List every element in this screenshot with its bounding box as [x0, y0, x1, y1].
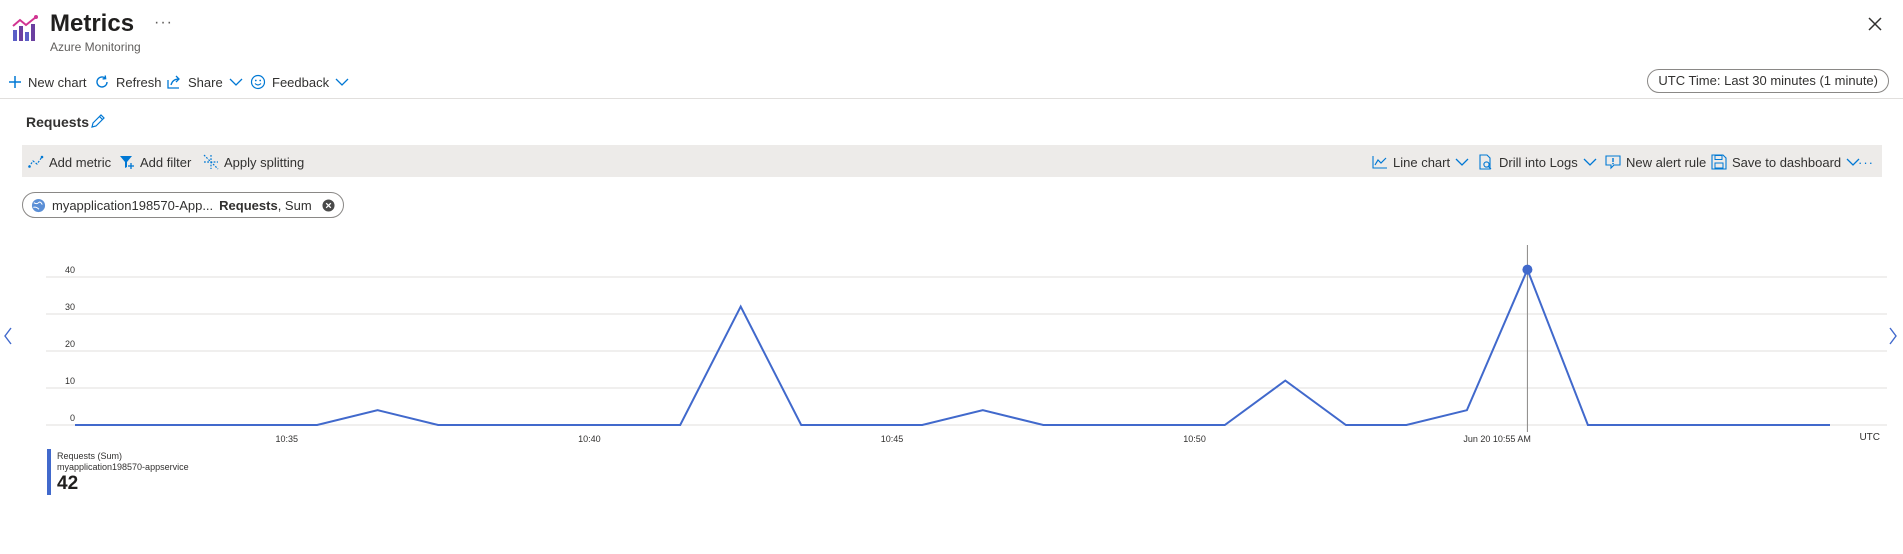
x-tick-label: 10:45	[881, 434, 904, 444]
share-icon	[167, 75, 180, 89]
feedback-label: Feedback	[272, 74, 330, 90]
line-chart-icon	[1372, 156, 1387, 169]
x-tick-label: 10:50	[1183, 434, 1206, 444]
splitting-icon	[203, 154, 219, 170]
chevron-down-icon	[1846, 158, 1860, 166]
legend-color-bar	[47, 449, 51, 495]
add-metric-label: Add metric	[49, 154, 112, 170]
chevron-down-icon	[1583, 158, 1597, 166]
logs-icon	[1479, 154, 1492, 170]
save-to-dashboard-dropdown[interactable]: Save to dashboard	[1711, 153, 1860, 171]
share-label: Share	[188, 74, 223, 90]
legend-resource-name: myapplication198570-appservice	[57, 462, 189, 472]
add-metric-icon	[28, 155, 44, 168]
x-tick-label: Jun 20 10:55 AM	[1463, 434, 1531, 444]
chart-toolbar	[22, 145, 1882, 177]
new-chart-label: New chart	[28, 74, 87, 90]
chart-title: Requests	[26, 114, 90, 130]
legend-metric-name: Requests (Sum)	[57, 451, 123, 461]
x-tick-label: 10:35	[276, 434, 299, 444]
chart-next-arrow[interactable]	[1889, 327, 1897, 345]
share-button[interactable]: Share	[166, 72, 243, 92]
hover-point	[1522, 264, 1533, 275]
line-chart-label: Line chart	[1393, 154, 1451, 170]
add-filter-label: Add filter	[140, 154, 192, 170]
series-line-requests	[75, 266, 1830, 426]
close-icon[interactable]	[1865, 14, 1885, 34]
header-divider	[0, 98, 1903, 99]
refresh-button[interactable]: Refresh	[94, 72, 162, 92]
feedback-button[interactable]: Feedback	[250, 72, 349, 92]
globe-icon	[31, 198, 46, 212]
metric-pill[interactable]: myapplication198570-App... Requests , Su…	[22, 192, 344, 218]
filter-icon	[120, 156, 134, 169]
x-axis-labels: 10:35 10:40 10:45 10:50 Jun 20 10:55 AM	[276, 434, 1531, 444]
metric-pill-aggregation: , Sum	[277, 197, 312, 213]
chevron-down-icon	[1455, 158, 1469, 166]
y-tick-label: 10	[65, 376, 75, 386]
pencil-icon[interactable]	[90, 113, 106, 129]
add-metric-button[interactable]: Add metric	[28, 153, 111, 171]
toolbar-more-button[interactable]: ···	[1858, 154, 1874, 170]
smiley-icon	[250, 74, 266, 90]
new-chart-button[interactable]: New chart	[8, 72, 87, 92]
save-icon	[1711, 154, 1727, 170]
drill-into-logs-label: Drill into Logs	[1499, 154, 1578, 170]
title-more-button[interactable]: ···	[154, 14, 173, 31]
y-tick-label: 20	[65, 339, 75, 349]
page-title: Metrics	[50, 10, 135, 37]
y-tick-label: 40	[65, 265, 75, 275]
chevron-down-icon	[229, 78, 243, 86]
metric-pill-metric: Requests	[219, 197, 278, 213]
new-alert-rule-button[interactable]: New alert rule	[1605, 153, 1706, 171]
chart-prev-arrow[interactable]	[4, 327, 12, 345]
line-chart[interactable]: 40 30 20 10 0 10:35 10:40 10:45 10:50 Jun 20 10:…	[0, 240, 1903, 445]
apply-splitting-label: Apply splitting	[224, 154, 305, 170]
remove-metric-icon[interactable]	[322, 198, 335, 212]
x-axis-unit: UTC	[1859, 432, 1880, 443]
chart-type-dropdown[interactable]: Line chart	[1372, 153, 1469, 171]
drill-into-logs-dropdown[interactable]: Drill into Logs	[1478, 153, 1597, 171]
new-alert-rule-label: New alert rule	[1626, 154, 1707, 170]
legend-value: 42	[57, 473, 79, 494]
y-tick-label: 0	[70, 413, 75, 423]
time-range-picker[interactable]: UTC Time: Last 30 minutes (1 minute)	[1647, 69, 1889, 93]
y-tick-label: 30	[65, 302, 75, 312]
refresh-icon	[96, 75, 108, 88]
metrics-chart-icon	[12, 15, 38, 41]
x-tick-label: 10:40	[578, 434, 601, 444]
refresh-label: Refresh	[116, 74, 162, 90]
metric-pill-resource: myapplication198570-App...	[52, 197, 214, 213]
add-filter-button[interactable]: Add filter	[119, 153, 191, 171]
plus-icon	[9, 76, 21, 88]
chevron-down-icon	[335, 78, 349, 86]
y-axis-labels: 40 30 20 10 0	[65, 265, 75, 423]
chart-gridlines	[46, 276, 1887, 426]
apply-splitting-button[interactable]: Apply splitting	[203, 153, 304, 171]
save-to-dashboard-label: Save to dashboard	[1732, 154, 1842, 170]
alert-icon	[1605, 155, 1621, 170]
page-subtitle: Azure Monitoring	[50, 40, 141, 54]
